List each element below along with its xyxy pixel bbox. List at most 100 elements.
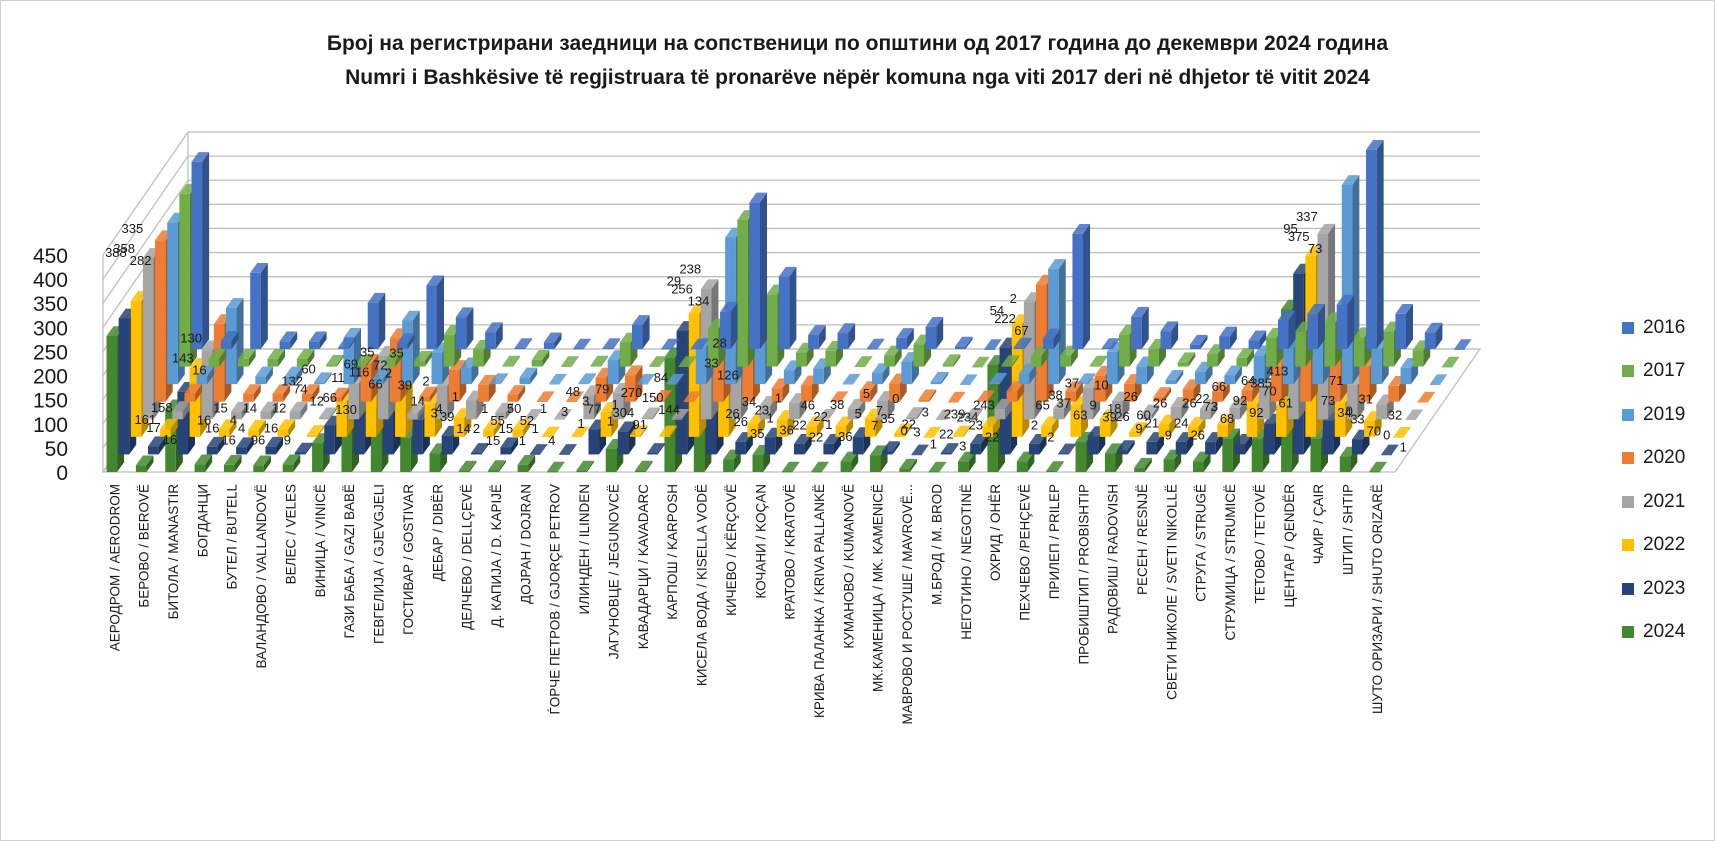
data-label-102: 22	[939, 427, 953, 442]
bar-2024-29	[958, 451, 976, 472]
data-label-138: 92	[1233, 393, 1247, 408]
category-label-26: МК.КАМЕНИЦА / MK. KAMENICË	[871, 484, 886, 692]
data-label-59: 79	[595, 381, 609, 396]
bar-2016-16	[661, 338, 679, 350]
bar-2024-37	[1192, 451, 1211, 472]
bar-2016-1	[220, 331, 239, 349]
y-tick-label-100: 100	[33, 414, 68, 437]
bar-2023-27	[911, 444, 930, 456]
bar-2022-26	[894, 423, 912, 437]
data-label-135: 66	[1212, 379, 1226, 394]
bar-2019-7	[372, 368, 391, 385]
legend-swatch	[1622, 321, 1634, 334]
category-label-31: ПЕХЧЕВО /PEHÇEVË	[1018, 484, 1033, 621]
data-label-136: 68	[1220, 411, 1234, 426]
data-label-146: 337	[1296, 209, 1318, 224]
data-label-49: 1	[519, 433, 526, 448]
bar-2016-40	[1366, 140, 1384, 349]
category-label-0: АЕРОДРОМ / AERODROM	[107, 484, 122, 651]
bar-2019-4	[284, 366, 303, 385]
bar-2023-34	[1117, 440, 1135, 455]
category-label-7: ВИНИЦА / VINICË	[313, 484, 328, 597]
category-label-17: ЈАГУНОВЦЕ / JEGUNOVCË	[606, 484, 621, 659]
bar-2016-43	[1454, 339, 1472, 350]
bar-2020-14	[566, 391, 584, 403]
data-label-107: 22	[985, 429, 999, 444]
bar-2016-17	[690, 338, 709, 350]
bar-2019-17	[666, 373, 684, 385]
data-label-46: 15	[486, 433, 500, 448]
data-label-85: 46	[801, 397, 815, 412]
category-label-36: СВЕТИ НИКОЛЕ / SVETI NIKOLLË	[1164, 484, 1179, 700]
bar-2019-34	[1165, 370, 1184, 385]
bar-2017-12	[531, 350, 550, 367]
bar-2020-13	[536, 391, 555, 403]
bar-2016-23	[866, 338, 885, 350]
bar-2019-5	[314, 372, 332, 385]
bar-2017-2	[238, 349, 256, 367]
data-label-154: 70	[1367, 424, 1381, 439]
data-label-131: 24	[1174, 415, 1188, 430]
y-tick-label-400: 400	[33, 269, 68, 292]
bar-2022-1	[160, 418, 178, 437]
bar-2020-26	[918, 389, 937, 402]
bar-2024-13	[488, 460, 506, 472]
data-label-61: 3	[582, 393, 589, 408]
category-label-35: РЕСЕН / RESNJË	[1135, 484, 1150, 595]
data-label-104: 3	[959, 439, 966, 454]
data-label-9: 130	[180, 330, 202, 345]
bar-2023-28	[940, 443, 959, 455]
bar-2022-3	[218, 419, 237, 437]
data-label-64: 91	[633, 417, 647, 432]
bar-2023-4	[236, 437, 254, 455]
data-label-153: 31	[1358, 392, 1372, 407]
bar-2016-7	[397, 333, 415, 349]
chart-title-albanian: Numri i Bashkësive të regjistruara të pr…	[345, 66, 1370, 89]
bar-2016-18	[720, 302, 738, 349]
data-label-28: 130	[335, 402, 357, 417]
category-label-24: КРИВА ПАЛАНКА / KRIVA PALLANKË	[812, 484, 827, 718]
data-label-5: 158	[151, 400, 173, 415]
bar-2017-28	[1001, 355, 1020, 367]
category-label-37: СТРУГА / STRUGË	[1194, 484, 1209, 602]
bar-2022-6	[306, 425, 325, 437]
data-label-2: 335	[122, 221, 144, 236]
chart-legend: 2016 2017 2019 2020 2021 2022 2023 2024	[1622, 306, 1685, 654]
data-label-26: 66	[322, 390, 336, 405]
data-label-60: 1	[607, 413, 614, 428]
legend-swatch	[1622, 539, 1634, 552]
bar-2017-23	[854, 356, 873, 367]
data-label-83: 23	[755, 403, 769, 418]
data-label-45: 1	[481, 401, 488, 416]
bar-2016-33	[1160, 321, 1179, 349]
bar-2024-15	[546, 461, 565, 473]
bar-2021-6	[319, 407, 337, 420]
data-label-151: 34	[1337, 405, 1351, 420]
data-label-36: 72	[373, 357, 387, 372]
legend-item-2019: 2019	[1622, 393, 1685, 437]
bar-2016-19	[749, 192, 768, 349]
bar-2023-26	[882, 441, 900, 455]
data-label-31: 66	[368, 376, 382, 391]
legend-label: 2016	[1643, 316, 1686, 338]
bar-2023-12	[471, 443, 489, 455]
bar-2023-3	[206, 436, 225, 455]
bar-2020-36	[1212, 381, 1230, 402]
data-label-25: 132	[281, 374, 303, 389]
bar-2024-25	[840, 451, 859, 472]
data-label-96: 0	[900, 423, 907, 438]
bar-2024-16	[576, 460, 594, 472]
data-label-117: 37	[1065, 376, 1079, 391]
bar-2023-18	[647, 443, 665, 455]
bar-2019-3	[255, 366, 273, 385]
category-label-29: НЕГОТИНО / NEGOTINË	[959, 484, 974, 640]
bar-2023-15	[559, 444, 577, 455]
data-label-112: 54	[990, 303, 1004, 318]
bar-2023-32	[1058, 443, 1076, 455]
bar-2017-16	[649, 356, 667, 367]
bar-2017-3	[267, 349, 286, 367]
category-label-4: БУТЕЛ / BUTELL	[225, 484, 240, 590]
data-label-55: 3	[561, 404, 568, 419]
bar-2021-5	[289, 401, 308, 420]
category-label-2: БИТОЛА / MANASTIR	[166, 484, 181, 620]
